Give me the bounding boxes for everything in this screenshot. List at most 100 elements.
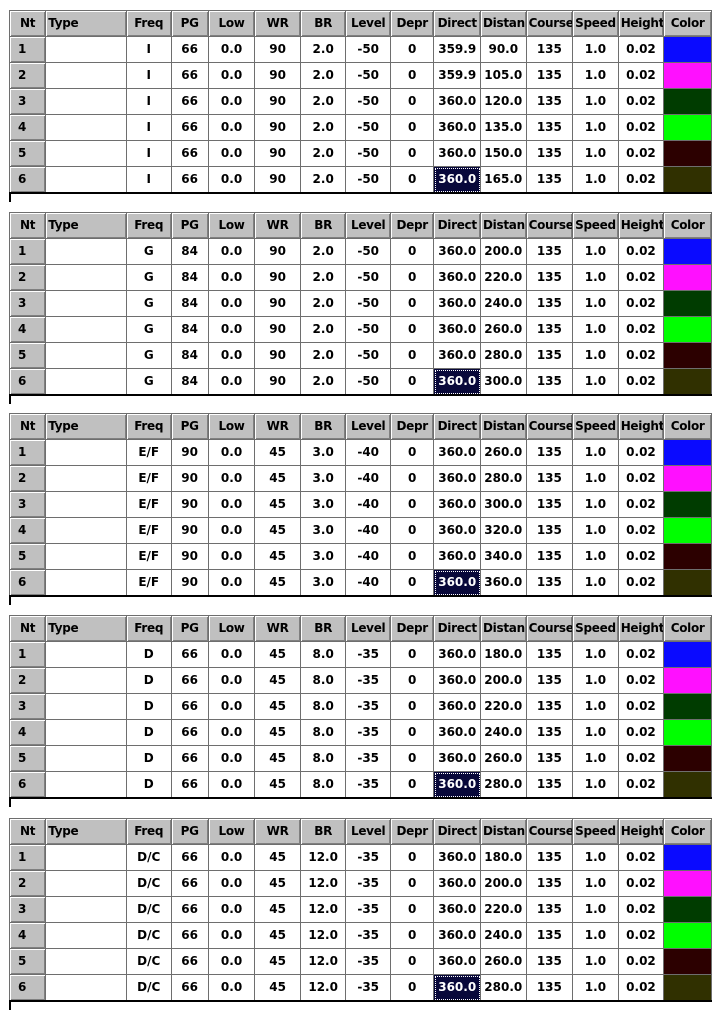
table-row[interactable]: 6 D 66 0.0 45 8.0 -35 0 360.0 280.0 135 1.0 0.02	[8, 771, 712, 799]
column-header-color[interactable]: Color	[663, 615, 712, 642]
cell-type[interactable]	[45, 140, 127, 167]
cell-height[interactable]: 0.02	[617, 974, 665, 1002]
cell-speed[interactable]: 1.0	[572, 974, 619, 1002]
cell-type[interactable]	[45, 667, 127, 694]
cell-type[interactable]	[45, 439, 127, 466]
row-header[interactable]: 4	[8, 922, 47, 949]
cell-freq[interactable]: G	[125, 238, 172, 265]
cell-color[interactable]	[663, 517, 712, 544]
cell-pg[interactable]: 84	[170, 238, 209, 265]
row-header[interactable]: 1	[8, 238, 47, 265]
cell-color[interactable]	[663, 745, 712, 772]
cell-direct[interactable]: 360.0	[433, 667, 482, 694]
cell-low[interactable]: 0.0	[207, 264, 256, 291]
cell-br[interactable]: 8.0	[299, 667, 347, 694]
cell-br[interactable]: 3.0	[299, 517, 347, 544]
cell-freq[interactable]: I	[125, 114, 172, 141]
cell-type[interactable]	[45, 342, 127, 369]
cell-level[interactable]: -35	[345, 667, 391, 694]
table-row[interactable]: 2 D/C 66 0.0 45 12.0 -35 0 360.0 200.0 135 1.0 0.02	[8, 870, 712, 897]
cell-speed[interactable]: 1.0	[572, 491, 619, 518]
cell-freq[interactable]: G	[125, 290, 172, 317]
table-row[interactable]: 4 D 66 0.0 45 8.0 -35 0 360.0 240.0 135 1.0 0.02	[8, 719, 712, 746]
column-header-freq[interactable]: Freq	[125, 413, 172, 440]
cell-height[interactable]: 0.02	[617, 719, 665, 746]
cell-wr[interactable]: 90	[254, 36, 301, 63]
cell-br[interactable]: 2.0	[299, 342, 347, 369]
cell-direct[interactable]: 360.0	[433, 290, 482, 317]
cell-br[interactable]: 2.0	[299, 238, 347, 265]
cell-depr[interactable]: 0	[389, 974, 435, 1002]
cell-distan[interactable]: 240.0	[480, 719, 527, 746]
cell-speed[interactable]: 1.0	[572, 88, 619, 115]
cell-distan[interactable]: 340.0	[480, 543, 527, 570]
cell-color[interactable]	[663, 569, 712, 597]
cell-direct[interactable]: 360.0	[433, 896, 482, 923]
cell-color[interactable]	[663, 922, 712, 949]
row-header[interactable]: 5	[8, 342, 47, 369]
table-row[interactable]: 3 I 66 0.0 90 2.0 -50 0 360.0 120.0 135 1.0 0.02	[8, 88, 712, 115]
cell-depr[interactable]: 0	[389, 439, 435, 466]
cell-depr[interactable]: 0	[389, 368, 435, 396]
cell-wr[interactable]: 45	[254, 870, 301, 897]
column-header-direct[interactable]: Direct	[433, 818, 482, 845]
cell-distan[interactable]: 220.0	[480, 693, 527, 720]
row-header[interactable]: 4	[8, 719, 47, 746]
column-header-nt[interactable]: Nt	[8, 615, 47, 642]
table-row[interactable]: 2 E/F 90 0.0 45 3.0 -40 0 360.0 280.0 135 1.0 0.02	[8, 465, 712, 492]
cell-wr[interactable]: 90	[254, 88, 301, 115]
cell-speed[interactable]: 1.0	[572, 641, 619, 668]
cell-speed[interactable]: 1.0	[572, 569, 619, 597]
cell-height[interactable]: 0.02	[617, 290, 665, 317]
cell-type[interactable]	[45, 114, 127, 141]
cell-distan[interactable]: 200.0	[480, 870, 527, 897]
cell-height[interactable]: 0.02	[617, 114, 665, 141]
cell-br[interactable]: 12.0	[299, 922, 347, 949]
cell-direct[interactable]: 360.0	[433, 88, 482, 115]
cell-type[interactable]	[45, 543, 127, 570]
cell-wr[interactable]: 45	[254, 465, 301, 492]
cell-freq[interactable]: D/C	[125, 896, 172, 923]
cell-course[interactable]: 135	[525, 948, 574, 975]
cell-color[interactable]	[663, 264, 712, 291]
cell-speed[interactable]: 1.0	[572, 543, 619, 570]
cell-color[interactable]	[663, 771, 712, 799]
cell-low[interactable]: 0.0	[207, 870, 256, 897]
table-row[interactable]: 5 D 66 0.0 45 8.0 -35 0 360.0 260.0 135 1.0 0.02	[8, 745, 712, 772]
table-row[interactable]: 5 I 66 0.0 90 2.0 -50 0 360.0 150.0 135 1.0 0.02	[8, 140, 712, 167]
cell-distan[interactable]: 300.0	[480, 491, 527, 518]
cell-freq[interactable]: D/C	[125, 948, 172, 975]
cell-level[interactable]: -35	[345, 922, 391, 949]
row-header[interactable]: 1	[8, 36, 47, 63]
cell-height[interactable]: 0.02	[617, 771, 665, 799]
row-header[interactable]: 3	[8, 290, 47, 317]
column-header-distan[interactable]: Distan	[480, 10, 527, 37]
column-header-type[interactable]: Type	[45, 212, 127, 239]
cell-speed[interactable]: 1.0	[572, 439, 619, 466]
row-header[interactable]: 1	[8, 439, 47, 466]
cell-br[interactable]: 2.0	[299, 166, 347, 194]
cell-low[interactable]: 0.0	[207, 974, 256, 1002]
cell-type[interactable]	[45, 896, 127, 923]
cell-wr[interactable]: 45	[254, 543, 301, 570]
cell-direct[interactable]: 360.0	[433, 922, 482, 949]
cell-pg[interactable]: 66	[170, 36, 209, 63]
column-header-depr[interactable]: Depr	[389, 818, 435, 845]
table-row[interactable]: 4 I 66 0.0 90 2.0 -50 0 360.0 135.0 135 1.0 0.02	[8, 114, 712, 141]
cell-level[interactable]: -50	[345, 238, 391, 265]
cell-br[interactable]: 2.0	[299, 316, 347, 343]
cell-pg[interactable]: 66	[170, 667, 209, 694]
cell-direct[interactable]: 360.0	[433, 316, 482, 343]
cell-distan[interactable]: 260.0	[480, 439, 527, 466]
column-header-speed[interactable]: Speed	[572, 212, 619, 239]
cell-type[interactable]	[45, 641, 127, 668]
cell-height[interactable]: 0.02	[617, 316, 665, 343]
table-row[interactable]: 1 E/F 90 0.0 45 3.0 -40 0 360.0 260.0 135 1.0 0.02	[8, 439, 712, 466]
cell-br[interactable]: 12.0	[299, 974, 347, 1002]
cell-color[interactable]	[663, 465, 712, 492]
cell-br[interactable]: 8.0	[299, 745, 347, 772]
cell-br[interactable]: 8.0	[299, 693, 347, 720]
cell-direct[interactable]: 360.0	[433, 974, 482, 1002]
column-header-freq[interactable]: Freq	[125, 212, 172, 239]
cell-pg[interactable]: 84	[170, 368, 209, 396]
